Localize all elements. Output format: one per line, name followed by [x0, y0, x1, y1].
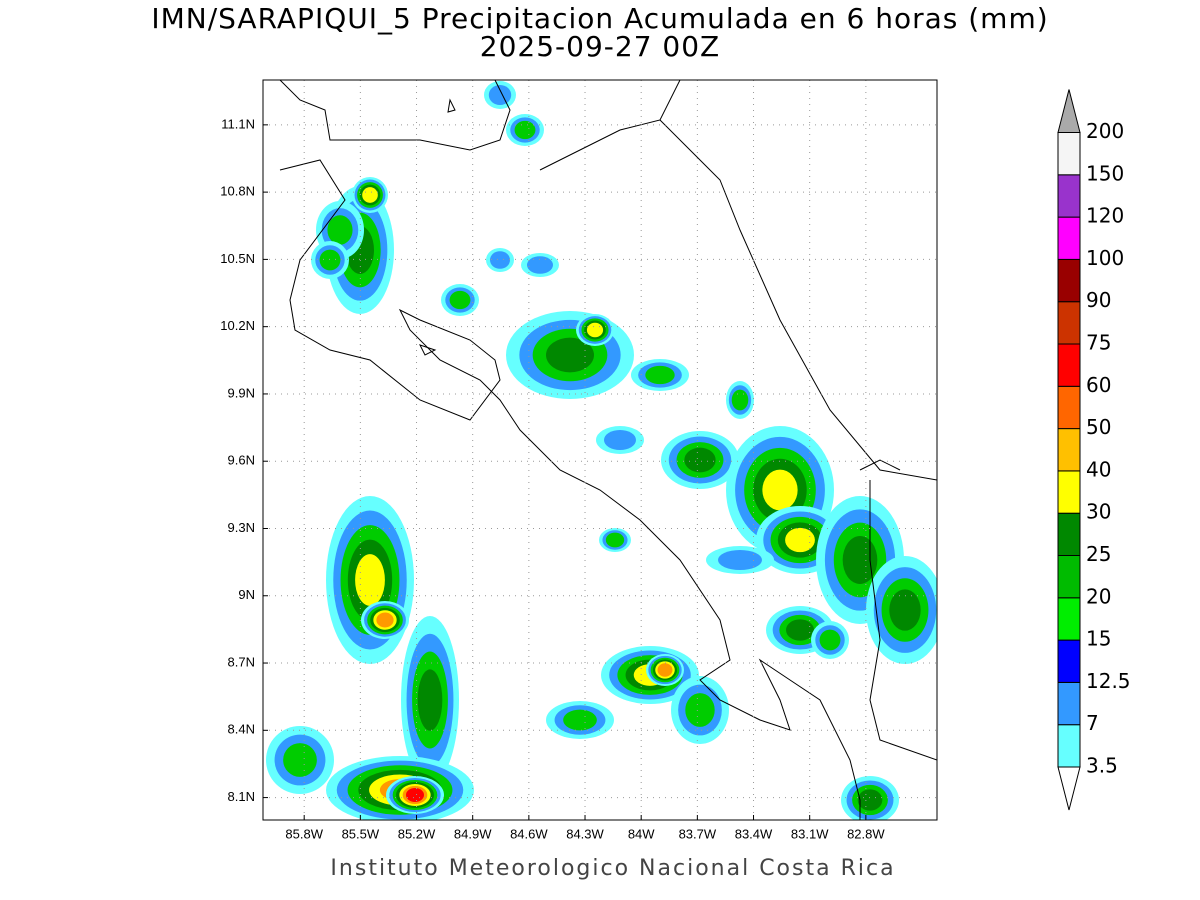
rain-contour	[605, 532, 625, 548]
x-tick-label: 83.7W	[679, 826, 717, 841]
colorbar-box	[1057, 258, 1081, 303]
y-tick-label: 9.3N	[228, 520, 255, 535]
x-tick-label: 85.2W	[398, 826, 436, 841]
subtitle: 2025-09-27 00Z	[480, 30, 720, 63]
precipitation-field	[266, 81, 937, 820]
x-tick-label: 85.5W	[342, 826, 380, 841]
credit: Instituto Meteorologico Nacional Costa R…	[330, 856, 895, 881]
colorbar-label: 40	[1086, 457, 1111, 481]
rain-contour	[819, 629, 841, 651]
x-tick-label: 85.8W	[285, 826, 323, 841]
rain-contour	[362, 187, 378, 203]
colorbar-box	[1057, 343, 1081, 387]
colorbar-label: 15	[1086, 627, 1111, 651]
rain-contour	[488, 85, 512, 105]
rain-contour	[514, 120, 536, 140]
title: IMN/SARAPIQUI_5 Precipitacion Acumulada …	[151, 2, 1048, 35]
colorbar-box	[1057, 470, 1081, 514]
rain-contour	[283, 743, 317, 777]
y-tick-label: 8.7N	[228, 654, 255, 669]
colorbar-label: 150	[1086, 161, 1124, 185]
x-tick-label: 84.9W	[454, 826, 492, 841]
colorbar-below	[1057, 766, 1081, 811]
rain-contour	[417, 669, 443, 731]
rain-contour	[604, 430, 636, 450]
colorbar-label: 12.5	[1086, 669, 1131, 693]
colorbar-label: 50	[1086, 415, 1111, 439]
colorbar-label: 75	[1086, 331, 1111, 355]
x-tick-label: 83.1W	[791, 826, 829, 841]
rain-contour	[355, 554, 385, 606]
rain-contour	[546, 337, 594, 373]
y-tick-label: 9.6N	[228, 453, 255, 468]
map-frame	[262, 79, 938, 821]
rain-contour	[785, 527, 815, 553]
colorbar-box	[1057, 301, 1081, 345]
rain-contour	[762, 469, 798, 511]
rain-contour	[684, 447, 716, 473]
colorbar-label: 100	[1086, 246, 1124, 270]
x-tick-label: 84.3W	[566, 826, 604, 841]
colorbar-box	[1057, 639, 1081, 683]
colorbar-label: 20	[1086, 584, 1111, 608]
rain-contour	[685, 693, 715, 727]
colorbar-label: 60	[1086, 373, 1111, 397]
colorbar-box	[1057, 428, 1081, 472]
rain-contour	[563, 709, 597, 731]
colorbar-box	[1057, 132, 1081, 176]
colorbar-label: 7	[1086, 711, 1099, 735]
rain-contour	[406, 788, 424, 802]
x-tick-label: 82.8W	[847, 826, 885, 841]
colorbar-label: 30	[1086, 500, 1111, 524]
rain-contour	[657, 663, 673, 677]
rain-contour	[786, 619, 814, 641]
x-tick-label: 84.6W	[510, 826, 548, 841]
coastlines	[279, 80, 937, 820]
colorbar-label: 120	[1086, 204, 1124, 228]
rain-contour	[376, 612, 394, 628]
rain-contour	[586, 322, 604, 338]
colorbar-box	[1057, 724, 1081, 768]
y-tick-label: 10.2N	[220, 318, 255, 333]
rain-contour	[889, 589, 921, 631]
colorbar-box	[1057, 597, 1081, 641]
rain-contour	[449, 290, 471, 310]
colorbar-box	[1057, 216, 1081, 260]
x-tick-label: 84W	[628, 826, 655, 841]
rain-contour	[319, 249, 341, 271]
rain-contour	[731, 389, 749, 411]
colorbar-box	[1057, 174, 1081, 218]
colorbar-box	[1057, 681, 1081, 726]
x-tick-label: 83.4W	[735, 826, 773, 841]
rain-contour	[527, 256, 553, 274]
colorbar: 3.5 7 12.5 15 20 25 30 40 50 60 75 90 100 120 150 200	[1057, 89, 1131, 811]
rain-contour	[327, 215, 353, 245]
rain-contour	[490, 251, 510, 269]
rain-contour	[842, 536, 878, 584]
colorbar-label: 25	[1086, 542, 1111, 566]
rain-contour	[857, 789, 883, 811]
y-tick-label: 10.8N	[220, 184, 255, 199]
colorbar-label: 90	[1086, 288, 1111, 312]
y-tick-label: 10.5N	[220, 251, 255, 266]
y-tick-label: 8.4N	[228, 722, 255, 737]
colorbar-box	[1057, 385, 1081, 430]
y-tick-label: 9.9N	[228, 385, 255, 400]
colorbar-box	[1057, 555, 1081, 599]
rain-contour	[718, 550, 762, 570]
rain-contour	[645, 365, 675, 385]
colorbar-label: 3.5	[1086, 754, 1118, 778]
y-tick-label: 9N	[238, 587, 255, 602]
y-tick-label: 11.1N	[221, 116, 255, 131]
graticule: 85.8W 85.5W 85.2W 84.9W 84.6W 84.3W 84W 83.7W 83…	[220, 80, 937, 841]
colorbar-box	[1057, 512, 1081, 557]
colorbar-label: 200	[1086, 119, 1124, 143]
colorbar-above	[1057, 89, 1081, 133]
y-tick-label: 8.1N	[228, 789, 255, 804]
